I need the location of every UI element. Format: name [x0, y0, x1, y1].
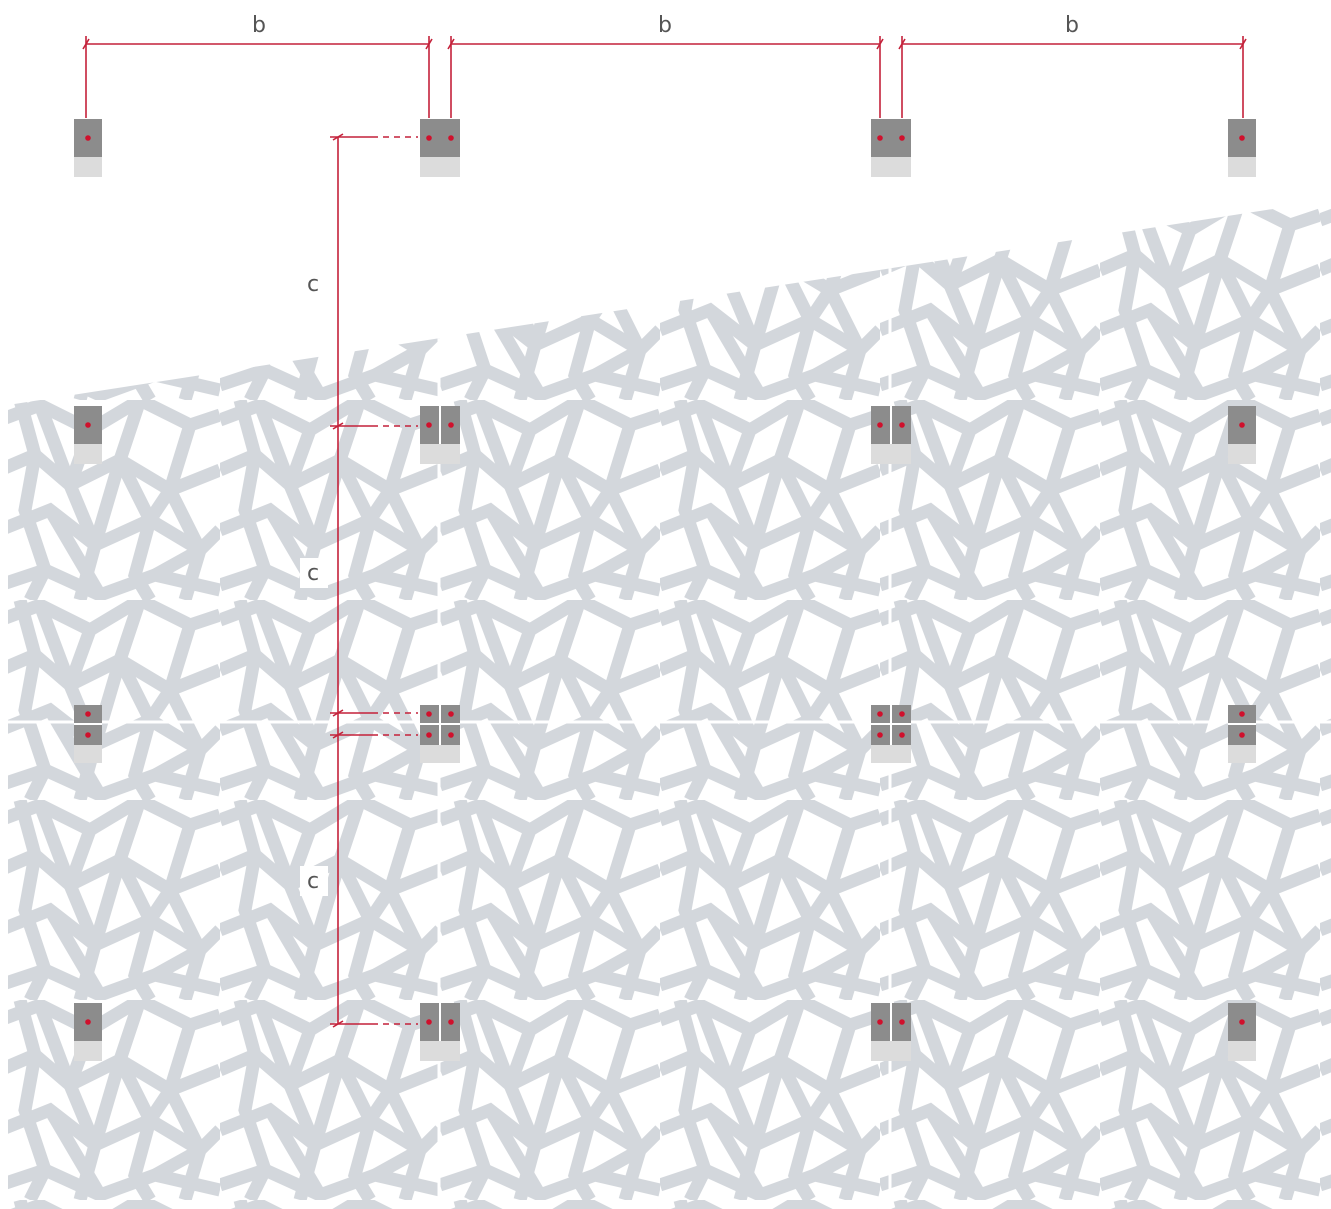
bracket-2-1	[420, 705, 460, 763]
panel-pattern	[8, 200, 1331, 1209]
vertical-dimension	[330, 133, 418, 1028]
bracket-1-0	[74, 406, 102, 464]
bracket-3-2	[871, 1003, 911, 1061]
bracket-0-2	[871, 119, 911, 177]
bracket-2-2	[871, 705, 911, 763]
spacing-c-label-3: c	[307, 869, 319, 894]
bracket-1-3	[1228, 406, 1256, 464]
spacing-c-label-2: c	[307, 561, 319, 586]
bracket-1-1	[420, 406, 460, 464]
bracket-3-0	[74, 1003, 102, 1061]
bracket-0-1	[420, 119, 460, 177]
bracket-1-2	[871, 406, 911, 464]
horizontal-dimension	[82, 36, 1247, 118]
bracket-2-3	[1228, 705, 1256, 763]
spacing-b-label-2: b	[658, 13, 672, 38]
bracket-2-0	[74, 705, 102, 763]
bracket-3-1	[420, 1003, 460, 1061]
bracket-0-0	[74, 119, 102, 177]
bracket-3-3	[1228, 1003, 1256, 1061]
spacing-b-label-3: b	[1065, 13, 1079, 38]
fixing-brackets	[74, 119, 1256, 1061]
spacing-b-label-1: b	[252, 13, 266, 38]
spacing-c-label-1: c	[307, 272, 319, 297]
bracket-0-3	[1228, 119, 1256, 177]
